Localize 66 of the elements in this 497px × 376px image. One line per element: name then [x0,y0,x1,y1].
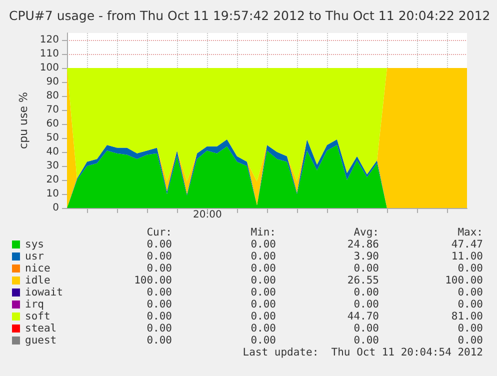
y-tick-label: 40 [46,146,59,158]
legend-label: steal [25,322,57,334]
text: 0.00 [146,322,172,334]
text: 0.00 [146,334,172,346]
text: 0.00 [250,238,276,250]
text: 0.00 [354,262,379,274]
text: 0.00 [250,262,276,274]
text: 0.00 [250,334,276,346]
text: 0.00 [250,274,276,286]
text: 0.00 [250,310,276,322]
y-tick-label: 50 [46,132,59,144]
text: 0.00 [458,298,483,310]
y-tick-label: 90 [46,76,59,88]
text: 0.00 [354,322,379,334]
y-tick-label: 100 [40,62,59,74]
text: 0.00 [354,334,379,346]
y-tick-label: 110 [40,48,59,60]
y-tick-label: 120 [40,34,59,46]
text: 0.00 [458,322,483,334]
y-tick-label: 60 [46,118,59,130]
y-axis-title: cpu use % [17,92,30,149]
text: 81.00 [451,310,483,322]
legend-label: usr [25,250,44,262]
y-tick-label: 10 [46,188,59,200]
text: 0.00 [146,250,172,262]
text: 100.00 [134,274,172,286]
legend-label: iowait [25,286,63,298]
legend-label: idle [25,274,50,286]
text: Max: [458,226,483,238]
y-tick-label: 80 [46,90,59,102]
legend-label: soft [25,310,50,322]
text: 0.00 [250,322,276,334]
text: 0.00 [146,298,172,310]
text: 47.47 [451,238,483,250]
y-tick-label: 20 [46,174,59,186]
text: 44.70 [347,310,379,322]
y-tick-label: 0 [52,202,59,214]
legend-label: guest [25,334,57,346]
text: 26.55 [347,274,379,286]
text: Min: [250,226,276,238]
text: Last update: Thu Oct 11 20:04:54 2012 [242,346,483,358]
text: 0.00 [354,286,379,298]
text: 0.00 [250,286,276,298]
text: 0.00 [146,310,172,322]
y-tick-label: 30 [46,160,59,172]
text: 0.00 [458,262,483,274]
legend-label: irq [25,298,44,310]
text: 11.00 [451,250,483,262]
text: 100.00 [445,274,483,286]
text: 0.00 [250,298,276,310]
text: Cur: [146,226,172,238]
text: 0.00 [146,238,172,250]
chart-title: CPU#7 usage - from Thu Oct 11 19:57:42 2012 to Thu Oct 11 20:04:22 2012 [9,8,490,23]
y-tick-label: 70 [46,104,59,116]
text: 0.00 [354,298,379,310]
legend-label: nice [25,262,50,274]
text: Avg: [354,226,379,238]
text: 0.00 [146,262,172,274]
text: 0.00 [250,250,276,262]
text: 20:00 [193,210,222,220]
text: 0.00 [458,286,483,298]
text: 0.00 [146,286,172,298]
legend-label: sys [25,238,44,250]
text: 0.00 [458,334,483,346]
text: 3.90 [354,250,379,262]
text: 24.86 [347,238,379,250]
